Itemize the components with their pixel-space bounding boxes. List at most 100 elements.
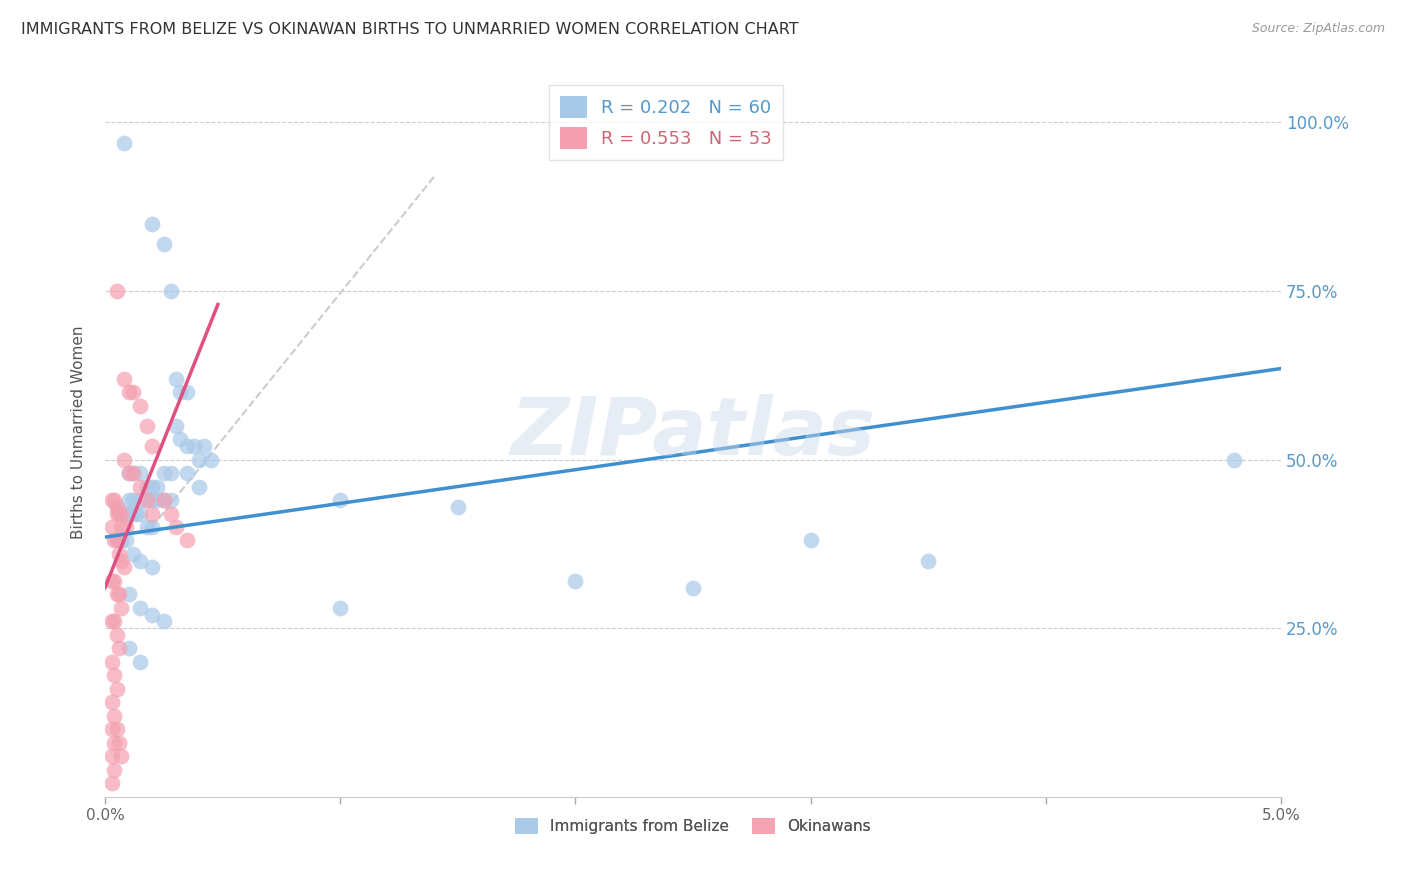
Point [101, 520, 124, 534]
Legend: Immigrants from Belize, Okinawans: Immigrants from Belize, Okinawans [509, 812, 877, 840]
Point [152, 615, 174, 629]
Point [160, 493, 183, 508]
Point [117, 641, 139, 656]
Point [136, 418, 159, 433]
Point [169, 385, 191, 400]
Point [447, 500, 470, 514]
Point [169, 433, 191, 447]
Point [152, 493, 174, 508]
Point [110, 507, 132, 521]
Point [200, 452, 222, 467]
Point [103, 763, 125, 777]
Point [110, 533, 132, 548]
Point [145, 479, 167, 493]
Point [129, 507, 152, 521]
Point [136, 520, 159, 534]
Point [136, 479, 159, 493]
Point [152, 493, 174, 508]
Point [120, 507, 142, 521]
Point [122, 466, 145, 480]
Point [112, 372, 135, 386]
Point [105, 723, 128, 737]
Point [110, 749, 132, 764]
Point [682, 581, 704, 595]
Point [122, 547, 145, 561]
Point [105, 533, 128, 548]
Point [917, 554, 939, 568]
Point [136, 493, 159, 508]
Point [108, 736, 131, 750]
Point [117, 493, 139, 508]
Point [101, 493, 124, 508]
Point [103, 574, 125, 588]
Point [145, 493, 167, 508]
Point [129, 479, 152, 493]
Point [129, 493, 152, 508]
Point [105, 500, 128, 514]
Point [112, 560, 135, 574]
Point [188, 452, 211, 467]
Point [103, 668, 125, 682]
Point [105, 500, 128, 514]
Point [112, 136, 135, 150]
Point [183, 439, 205, 453]
Point [141, 607, 163, 622]
Point [112, 452, 135, 467]
Point [176, 533, 198, 548]
Point [110, 554, 132, 568]
Point [176, 439, 198, 453]
Point [141, 560, 163, 574]
Point [141, 507, 163, 521]
Point [122, 493, 145, 508]
Point [141, 217, 163, 231]
Point [105, 533, 128, 548]
Point [165, 418, 187, 433]
Point [101, 776, 124, 790]
Point [329, 600, 352, 615]
Point [105, 628, 128, 642]
Point [176, 385, 198, 400]
Point [117, 385, 139, 400]
Point [101, 695, 124, 709]
Point [122, 385, 145, 400]
Point [108, 507, 131, 521]
Point [152, 236, 174, 251]
Text: Source: ZipAtlas.com: Source: ZipAtlas.com [1251, 22, 1385, 36]
Text: ZIPatlas: ZIPatlas [510, 393, 876, 472]
Point [141, 493, 163, 508]
Point [129, 600, 152, 615]
Point [188, 479, 211, 493]
Point [160, 466, 183, 480]
Point [129, 399, 152, 413]
Point [136, 493, 159, 508]
Point [176, 466, 198, 480]
Point [165, 520, 187, 534]
Point [152, 466, 174, 480]
Point [115, 533, 138, 548]
Point [103, 615, 125, 629]
Point [129, 554, 152, 568]
Point [117, 466, 139, 480]
Point [108, 587, 131, 601]
Point [105, 507, 128, 521]
Point [193, 439, 215, 453]
Point [122, 466, 145, 480]
Point [117, 466, 139, 480]
Point [141, 520, 163, 534]
Point [115, 520, 138, 534]
Point [108, 547, 131, 561]
Point [108, 641, 131, 656]
Point [564, 574, 586, 588]
Point [110, 520, 132, 534]
Point [115, 507, 138, 521]
Text: IMMIGRANTS FROM BELIZE VS OKINAWAN BIRTHS TO UNMARRIED WOMEN CORRELATION CHART: IMMIGRANTS FROM BELIZE VS OKINAWAN BIRTH… [21, 22, 799, 37]
Point [129, 655, 152, 669]
Point [129, 466, 152, 480]
Point [101, 723, 124, 737]
Point [103, 708, 125, 723]
Point [1223, 452, 1246, 467]
Point [165, 372, 187, 386]
Point [101, 749, 124, 764]
Point [124, 507, 146, 521]
Y-axis label: Births to Unmarried Women: Births to Unmarried Women [72, 326, 86, 540]
